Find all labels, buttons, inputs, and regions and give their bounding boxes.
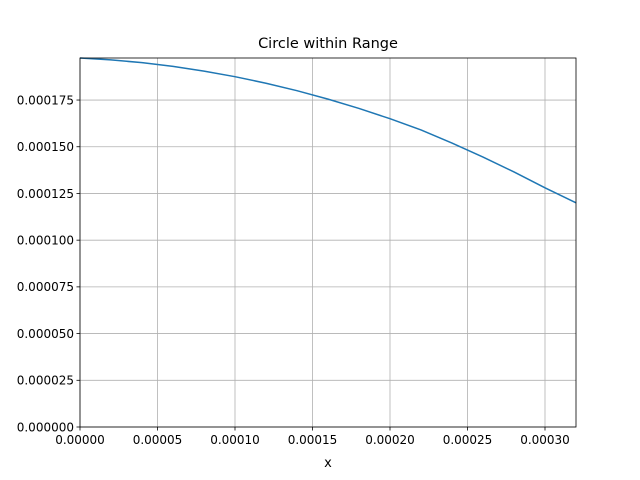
x-tick-label: 0.00025	[443, 433, 493, 447]
y-tick-label: 0.000175	[17, 93, 74, 107]
x-axis-label: x	[324, 456, 332, 471]
x-tick-label: 0.00005	[133, 433, 183, 447]
series-line	[79, 57, 577, 204]
x-tick-label: 0.00030	[520, 433, 570, 447]
x-axis: 0.00000 0.00005 0.00010 0.00015 0.00020 0.000…	[55, 427, 570, 447]
x-tick-label: 0.00010	[210, 433, 260, 447]
y-tick-label: 0.000000	[17, 420, 74, 434]
chart-title: Circle within Range	[258, 36, 398, 52]
y-tick-label: 0.000100	[17, 233, 74, 247]
y-tick-label: 0.000025	[17, 374, 74, 388]
plot-area	[79, 57, 577, 204]
y-tick-label: 0.000150	[17, 140, 74, 154]
axes-frame	[79, 57, 577, 428]
y-tick-label: 0.000050	[17, 327, 74, 341]
y-axis: 0.000000 0.000025 0.000050 0.000075 0.000100…	[17, 93, 80, 434]
y-tick-label: 0.000075	[17, 280, 74, 294]
x-tick-label: 0.00000	[55, 433, 105, 447]
x-tick-label: 0.00020	[365, 433, 415, 447]
x-tick-label: 0.00015	[288, 433, 338, 447]
y-tick-label: 0.000125	[17, 187, 74, 201]
